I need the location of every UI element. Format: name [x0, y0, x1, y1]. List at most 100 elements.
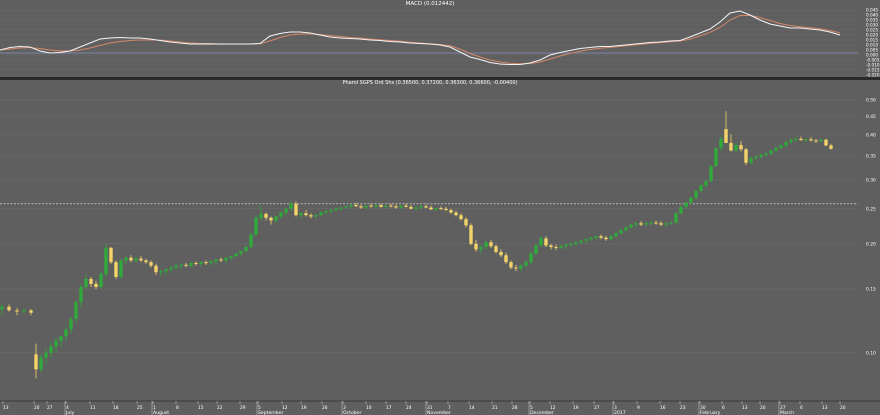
candle-body	[174, 265, 178, 268]
candle-body	[279, 212, 283, 217]
candle-body	[149, 262, 153, 266]
candle-body	[634, 223, 638, 225]
candle-body	[484, 242, 488, 248]
candle-body	[384, 205, 388, 207]
candle-body	[109, 247, 113, 263]
price-panel: Pharol SGPS Ord Shs (0.36500, 0.37200, 0…	[0, 80, 876, 379]
candle-body	[789, 139, 793, 143]
macd-y-tick-label: -0.010	[866, 63, 880, 68]
macd-title: MACD (0.012442)	[406, 1, 455, 7]
candle	[0, 304, 4, 316]
candle	[179, 263, 183, 270]
candle	[109, 247, 113, 264]
candle-body	[79, 286, 83, 303]
candle	[99, 271, 103, 290]
candle-body	[589, 237, 593, 240]
candle-body	[344, 206, 348, 208]
candle-body	[314, 215, 318, 217]
x-day-label: 12	[282, 405, 288, 411]
candle	[69, 316, 73, 334]
candle	[359, 204, 363, 209]
candle-body	[269, 217, 273, 221]
candle-body	[694, 190, 698, 198]
candle	[39, 354, 43, 373]
candle-body	[29, 310, 33, 313]
x-day-label: 6	[800, 405, 803, 411]
candle-body	[254, 217, 258, 235]
candle-body	[119, 260, 123, 277]
candle	[784, 140, 788, 148]
candle	[699, 184, 703, 193]
candle	[629, 223, 633, 229]
candle-body	[759, 154, 763, 157]
candle-body	[519, 265, 523, 269]
x-day-label: 9	[637, 405, 640, 411]
candle	[499, 249, 503, 257]
candle	[779, 143, 783, 150]
candle	[709, 165, 713, 183]
candle-body	[294, 203, 298, 216]
price-y-tick-label: 0.10	[866, 350, 876, 356]
candle	[299, 211, 303, 218]
x-day-label: 13	[742, 405, 748, 411]
candle-body	[114, 262, 118, 277]
candle	[644, 221, 648, 227]
candle	[94, 280, 98, 290]
candle	[169, 265, 173, 274]
candle-body	[299, 213, 303, 216]
x-month-label: October	[343, 410, 361, 415]
candle	[194, 261, 198, 266]
candle-body	[749, 158, 753, 163]
candle	[119, 258, 123, 279]
candle-body	[629, 224, 633, 228]
candle-body	[584, 239, 588, 241]
x-month-label: 2017	[614, 410, 626, 415]
candle	[74, 299, 78, 323]
candle-body	[354, 205, 358, 207]
candle-body	[724, 129, 728, 143]
candle-body	[449, 210, 453, 213]
candle	[429, 205, 433, 211]
candle-body	[779, 145, 783, 148]
candle	[589, 236, 593, 242]
candle	[769, 149, 773, 155]
candle	[29, 309, 33, 316]
candle-body	[719, 138, 723, 148]
candle	[619, 228, 623, 235]
candle	[164, 268, 168, 276]
candle-body	[34, 354, 38, 370]
x-month-label: September	[258, 410, 284, 415]
candle-body	[104, 247, 108, 275]
candle-body	[214, 259, 218, 262]
candle	[264, 212, 268, 221]
x-day-label: 11	[90, 405, 96, 411]
candle-body	[409, 206, 413, 209]
candle	[379, 203, 383, 208]
candle	[289, 201, 293, 212]
macd-y-tick-label: 0.015	[866, 38, 878, 43]
candle-body	[194, 263, 198, 265]
candle	[509, 260, 513, 270]
candle	[519, 263, 523, 272]
candle	[744, 147, 748, 166]
candle-body	[784, 142, 788, 146]
candle-body	[244, 247, 248, 252]
candle-body	[664, 223, 668, 225]
price-y-tick-label: 0.25	[866, 206, 876, 212]
price-y-tick-label: 0.40	[866, 132, 876, 138]
candle-body	[179, 264, 183, 266]
macd-y-tick-label: 0.035	[866, 18, 878, 23]
candle	[524, 260, 528, 268]
candle	[614, 231, 618, 238]
candle-body	[144, 260, 148, 263]
candle	[489, 239, 493, 248]
candle	[794, 136, 798, 142]
candle	[764, 151, 768, 157]
x-day-label: 17	[386, 405, 392, 411]
candle	[649, 221, 653, 226]
candle	[484, 240, 488, 250]
candle-body	[124, 257, 128, 261]
macd-y-tick-label: 0.000	[866, 53, 878, 58]
candle-body	[239, 251, 243, 254]
candle	[144, 258, 148, 264]
